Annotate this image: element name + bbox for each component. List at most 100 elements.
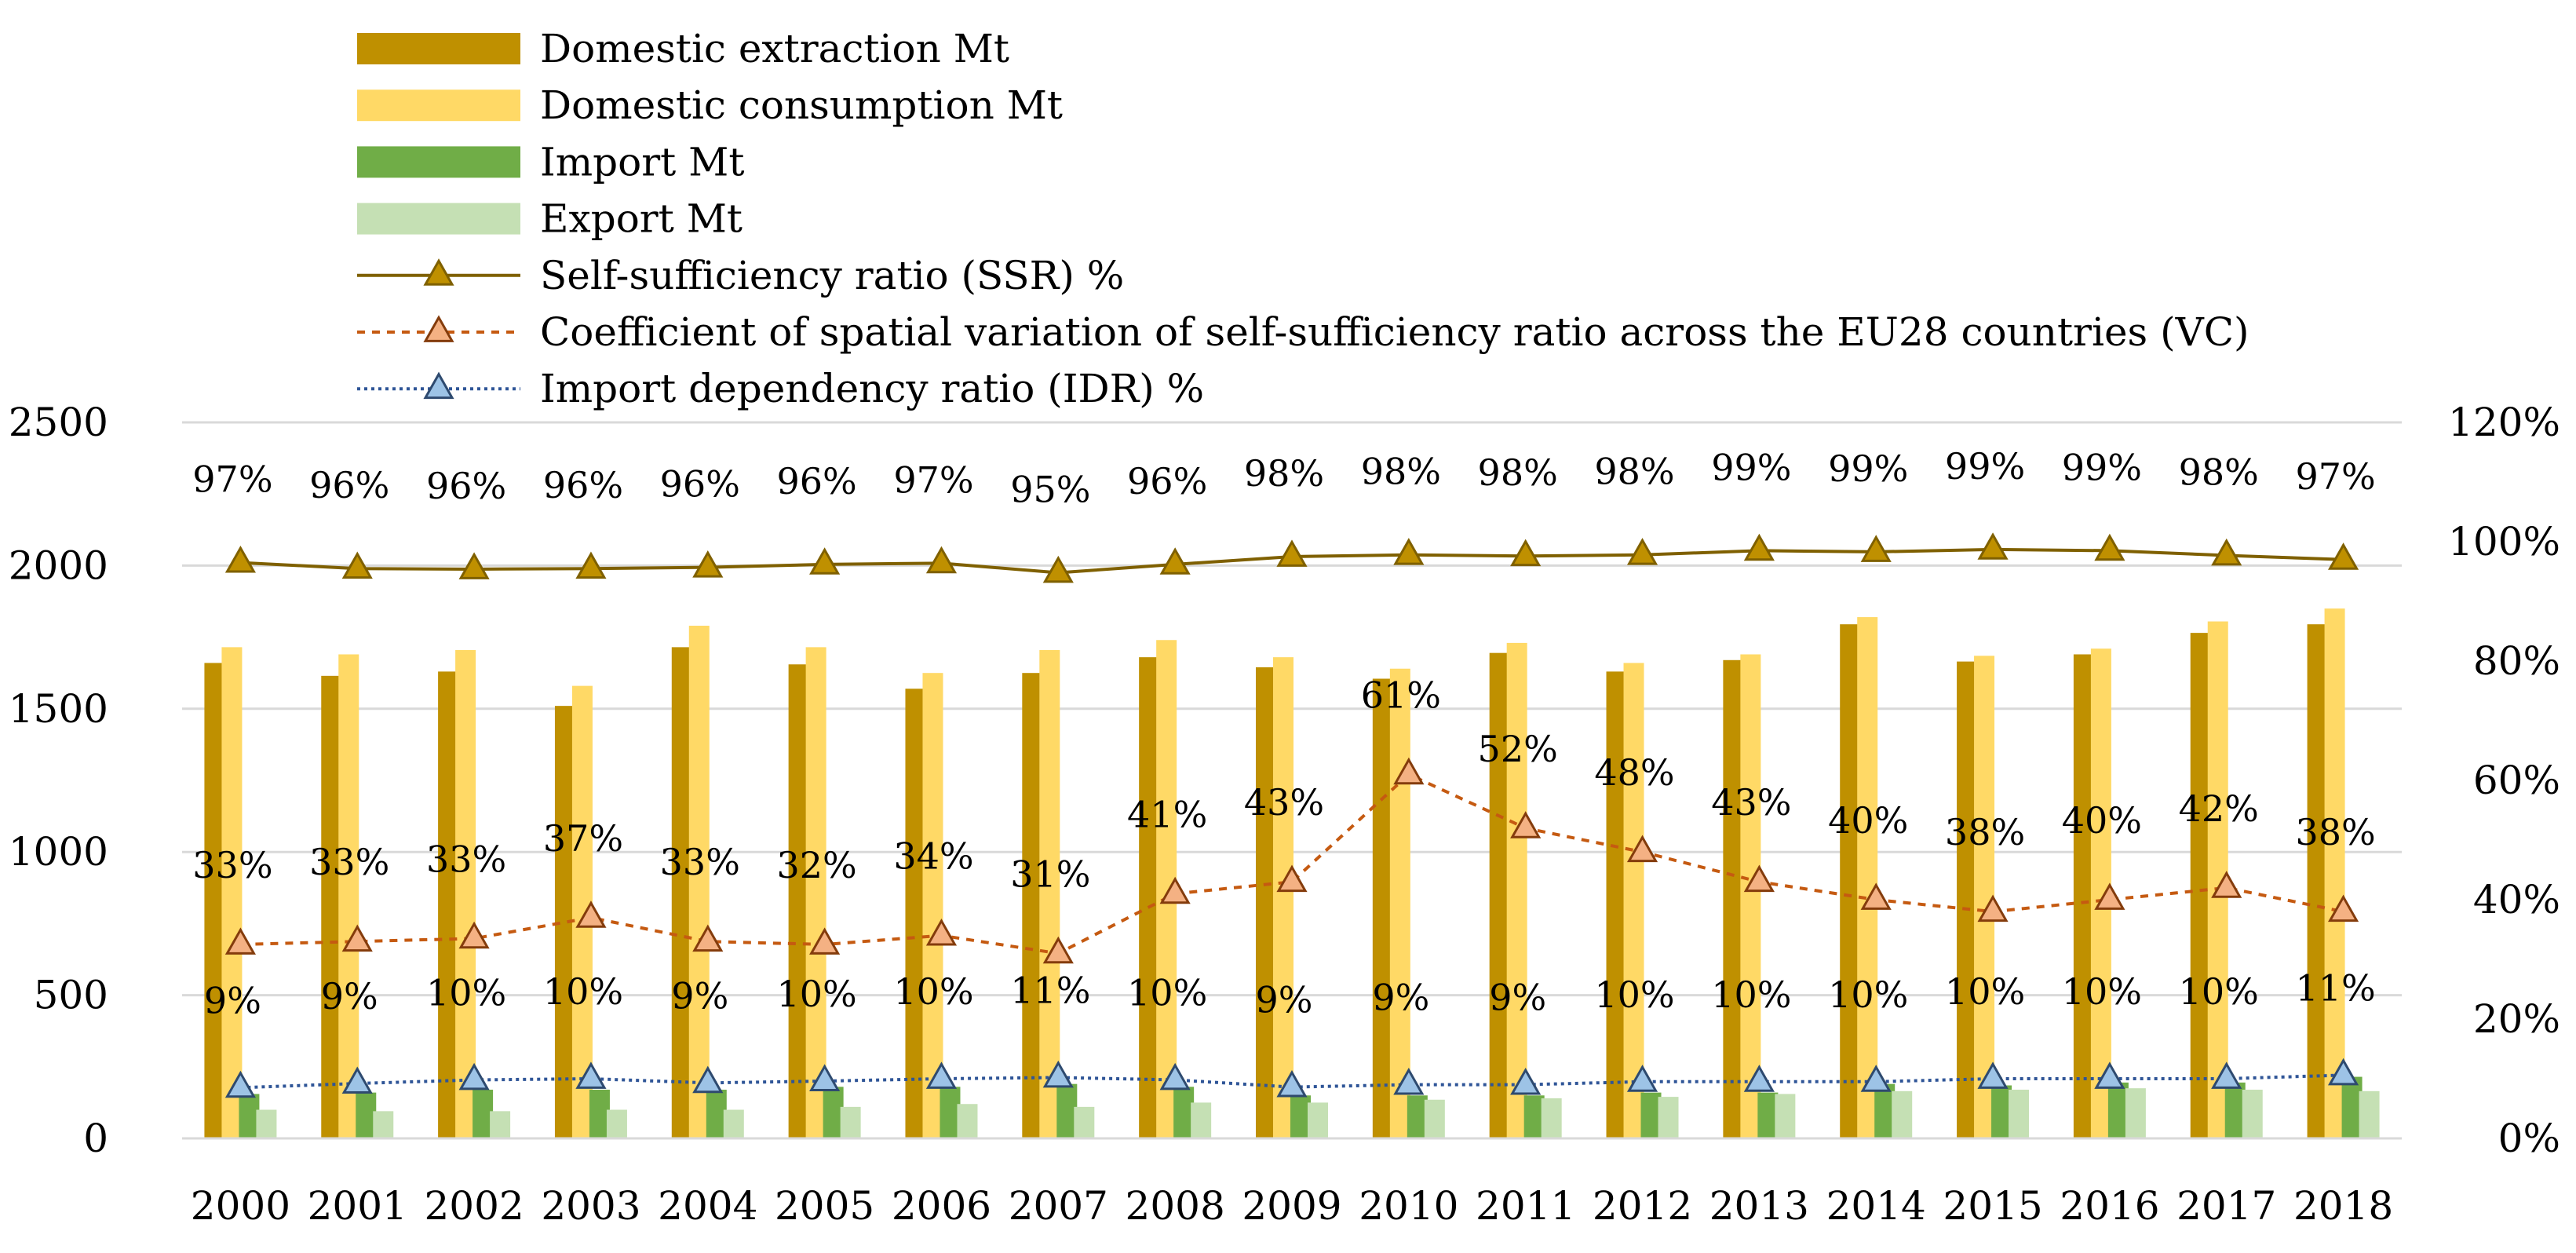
line-marker	[1743, 864, 1775, 893]
line-marker	[341, 551, 373, 579]
legend-label: Domestic extraction Mt	[540, 26, 1009, 71]
bar	[1022, 673, 1043, 1138]
line-marker	[1042, 936, 1074, 964]
bar	[922, 673, 943, 1138]
line-marker	[423, 371, 454, 400]
bar	[2341, 1076, 2363, 1138]
bar	[957, 1104, 978, 1138]
legend-label: Domestic consumption Mt	[540, 82, 1063, 128]
line-marker	[575, 1061, 607, 1089]
bar	[940, 1087, 961, 1138]
line-marker	[2328, 894, 2359, 922]
x-tick-label: 2008	[1126, 1183, 1225, 1229]
data-label: 10%	[2179, 970, 2259, 1013]
line-marker	[575, 551, 607, 579]
line-marker	[692, 550, 724, 578]
data-label: 98%	[1594, 451, 1674, 493]
line-marker	[1159, 547, 1191, 575]
x-tick-label: 2003	[541, 1183, 640, 1229]
bar	[688, 626, 710, 1138]
data-label: 41%	[1127, 793, 1207, 835]
data-label: 96%	[1127, 460, 1207, 502]
bar	[1640, 1092, 1662, 1138]
line-marker	[423, 315, 454, 342]
bar	[840, 1106, 861, 1138]
line-marker	[1042, 1060, 1074, 1088]
line-marker	[925, 546, 958, 574]
line-marker	[1860, 535, 1892, 562]
bar	[1740, 654, 1761, 1138]
line-marker	[458, 1062, 490, 1090]
line-marker	[1977, 894, 2009, 922]
line-marker	[2094, 1061, 2125, 1089]
data-label: 9%	[1256, 979, 1313, 1021]
data-label: 10%	[1594, 974, 1674, 1016]
bar-series	[204, 608, 2380, 1138]
x-tick-label: 2018	[2293, 1183, 2393, 1229]
data-label: 38%	[2295, 811, 2375, 853]
line-marker	[1510, 811, 1542, 838]
y-right-tick-label: 80%	[2473, 638, 2560, 684]
data-label: 48%	[1594, 751, 1674, 794]
x-tick-label: 2012	[1593, 1183, 1692, 1229]
bar	[805, 647, 826, 1138]
legend-swatch	[357, 90, 520, 122]
line-marker	[1276, 539, 1308, 567]
bar	[2359, 1090, 2380, 1138]
bar	[1775, 1094, 1796, 1138]
bar	[671, 647, 692, 1138]
legend-swatch	[357, 33, 520, 64]
data-label: 99%	[1828, 448, 1908, 490]
bar	[2125, 1088, 2146, 1138]
x-tick-label: 2005	[775, 1183, 874, 1229]
data-label: 52%	[1478, 728, 1558, 770]
line-marker	[1860, 882, 1892, 910]
line-marker	[2328, 542, 2359, 570]
data-label: 96%	[309, 464, 389, 506]
line-marker	[1159, 876, 1191, 904]
bar	[1757, 1092, 1779, 1138]
x-tick-label: 2013	[1709, 1183, 1809, 1229]
y-left-tick-label: 2000	[9, 542, 108, 588]
data-label: 96%	[543, 464, 623, 506]
bar	[455, 650, 476, 1138]
data-label: 10%	[543, 970, 623, 1013]
bar	[2307, 624, 2328, 1138]
bar	[490, 1111, 511, 1138]
x-tick-label: 2002	[424, 1183, 524, 1229]
line-marker	[1743, 533, 1775, 561]
x-tick-label: 2009	[1242, 1183, 1341, 1229]
bar	[788, 664, 809, 1138]
bar	[606, 1109, 627, 1138]
data-label: 10%	[777, 973, 857, 1015]
data-label: 95%	[1010, 469, 1090, 511]
line-marker	[1977, 1061, 2009, 1089]
line-marker	[224, 545, 256, 573]
bar	[2107, 1082, 2129, 1138]
data-label: 10%	[1711, 974, 1791, 1016]
data-label: 38%	[1945, 811, 2025, 853]
bar	[1623, 663, 1644, 1138]
data-label: 11%	[1010, 969, 1090, 1011]
legend-swatch	[357, 203, 520, 235]
x-tick-label: 2007	[1009, 1183, 1108, 1229]
x-tick-label: 2014	[1826, 1183, 1926, 1229]
legend-label: Import dependency ratio (IDR) %	[540, 366, 1204, 411]
bar	[1389, 668, 1410, 1138]
data-label: 98%	[1244, 452, 1324, 495]
y-right-tick-label: 40%	[2473, 877, 2560, 922]
bar	[1892, 1090, 1913, 1138]
line-marker	[925, 1061, 958, 1089]
data-label: 96%	[777, 460, 857, 502]
x-tick-label: 2010	[1359, 1183, 1458, 1229]
line-marker	[692, 1065, 724, 1094]
x-tick-label: 2016	[2060, 1183, 2159, 1229]
bar	[1991, 1085, 2012, 1138]
line-marker	[809, 1064, 841, 1091]
line-marker	[809, 927, 841, 955]
line-marker	[224, 927, 256, 955]
x-tick-label: 2011	[1476, 1183, 1575, 1229]
data-labels: 97% 96% 96% 96% 96% 96% 97% 95% 96% 98% 98% 98% 98% 9…	[192, 445, 2375, 1022]
data-label: 99%	[1945, 445, 2025, 488]
